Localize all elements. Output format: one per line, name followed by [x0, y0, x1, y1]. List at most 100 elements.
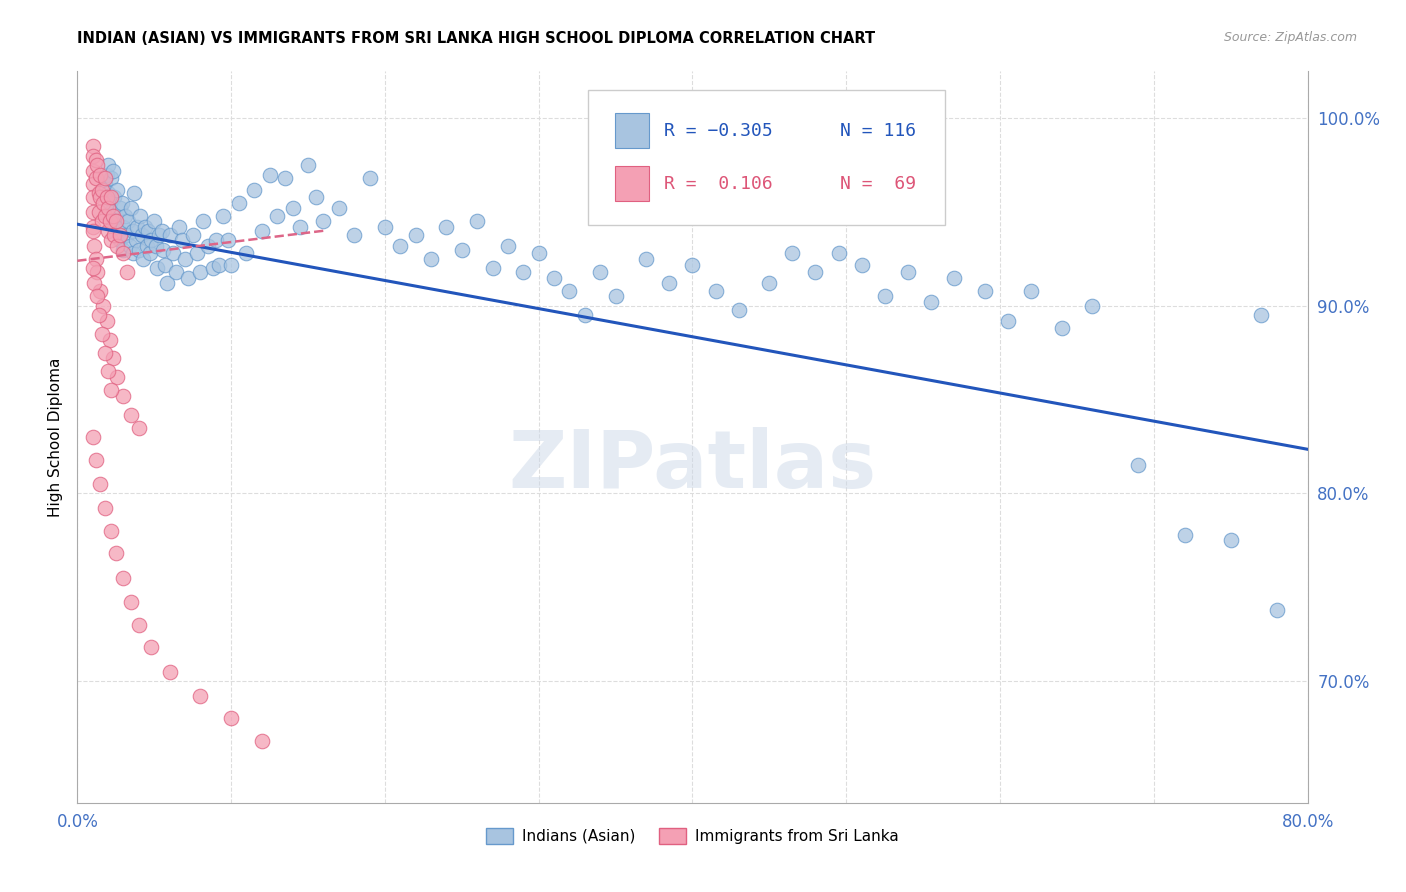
- Point: [804, 265, 827, 279]
- Point: [1019, 284, 1042, 298]
- Point: [82, 139, 104, 153]
- Point: [94, 345, 117, 359]
- Point: [96, 190, 118, 204]
- Point: [110, 227, 132, 242]
- Point: [115, 227, 138, 242]
- Point: [87, 205, 110, 219]
- Point: [274, 171, 297, 186]
- Point: [108, 224, 131, 238]
- Point: [177, 270, 200, 285]
- FancyBboxPatch shape: [588, 89, 945, 225]
- Point: [682, 258, 704, 272]
- Point: [84, 153, 107, 167]
- Point: [82, 163, 104, 178]
- Point: [405, 227, 427, 242]
- Point: [162, 246, 184, 260]
- Point: [782, 246, 804, 260]
- Point: [827, 246, 849, 260]
- Point: [328, 201, 350, 215]
- Point: [997, 314, 1019, 328]
- Point: [1081, 299, 1104, 313]
- Point: [125, 233, 148, 247]
- Point: [100, 205, 122, 219]
- Point: [851, 258, 873, 272]
- Point: [153, 258, 176, 272]
- Point: [111, 195, 134, 210]
- Point: [82, 177, 104, 191]
- Point: [259, 168, 281, 182]
- Point: [920, 295, 942, 310]
- Point: [98, 195, 121, 210]
- Point: [589, 265, 612, 279]
- Point: [152, 243, 174, 257]
- Point: [136, 224, 159, 238]
- Point: [84, 252, 107, 266]
- Point: [120, 408, 142, 422]
- Point: [159, 227, 181, 242]
- Point: [219, 258, 242, 272]
- Point: [93, 195, 115, 210]
- Point: [100, 171, 122, 186]
- Point: [97, 186, 120, 201]
- Point: [114, 209, 136, 223]
- Point: [188, 689, 212, 703]
- Point: [942, 270, 965, 285]
- Point: [86, 265, 108, 279]
- Point: [103, 190, 125, 204]
- Point: [83, 239, 105, 253]
- Point: [86, 289, 108, 303]
- Point: [704, 284, 727, 298]
- Point: [96, 168, 118, 182]
- Point: [112, 243, 135, 257]
- Point: [112, 246, 135, 260]
- Point: [84, 171, 107, 186]
- Point: [82, 220, 104, 235]
- Point: [212, 209, 235, 223]
- Point: [84, 452, 107, 467]
- Point: [558, 284, 581, 298]
- Point: [93, 299, 115, 313]
- Point: [1219, 533, 1241, 548]
- Point: [496, 239, 519, 253]
- Point: [87, 308, 110, 322]
- Point: [897, 265, 920, 279]
- Point: [94, 501, 117, 516]
- Point: [636, 252, 658, 266]
- Point: [204, 233, 226, 247]
- Point: [112, 389, 135, 403]
- Point: [132, 252, 155, 266]
- Point: [115, 265, 138, 279]
- Point: [250, 224, 273, 238]
- Point: [94, 209, 117, 223]
- Point: [120, 201, 142, 215]
- Point: [143, 214, 166, 228]
- Point: [121, 246, 143, 260]
- Point: [727, 302, 749, 317]
- Point: [138, 246, 160, 260]
- Point: [104, 546, 127, 560]
- Point: [359, 171, 381, 186]
- Point: [170, 233, 193, 247]
- Point: [201, 261, 224, 276]
- Point: [98, 214, 121, 228]
- Point: [110, 201, 132, 215]
- Point: [131, 227, 153, 242]
- Point: [82, 430, 104, 444]
- Point: [527, 246, 550, 260]
- Point: [174, 252, 197, 266]
- Point: [250, 734, 273, 748]
- Point: [101, 214, 124, 228]
- Point: [145, 239, 167, 253]
- Point: [228, 195, 250, 210]
- Point: [96, 314, 118, 328]
- Point: [436, 220, 458, 235]
- Point: [167, 220, 190, 235]
- Point: [217, 233, 239, 247]
- Point: [90, 182, 114, 196]
- Point: [89, 284, 111, 298]
- Point: [104, 209, 127, 223]
- Point: [82, 224, 104, 238]
- Point: [543, 270, 565, 285]
- Point: [105, 239, 128, 253]
- Point: [1174, 527, 1197, 541]
